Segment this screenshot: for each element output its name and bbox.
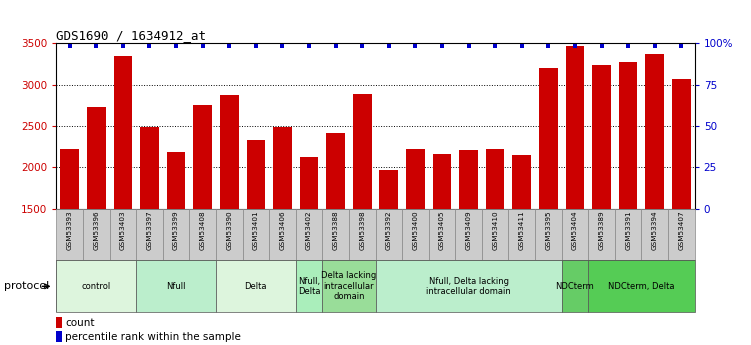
Text: Nfull, Delta lacking
intracellular domain: Nfull, Delta lacking intracellular domai… bbox=[427, 277, 511, 296]
Bar bbox=[593, 66, 611, 333]
Text: GSM53405: GSM53405 bbox=[439, 210, 445, 250]
Text: Delta: Delta bbox=[245, 282, 267, 291]
Text: Nfull,
Delta: Nfull, Delta bbox=[297, 277, 320, 296]
Bar bbox=[220, 95, 239, 333]
Bar bbox=[486, 149, 505, 333]
Bar bbox=[273, 127, 291, 333]
Text: GSM53410: GSM53410 bbox=[492, 210, 498, 250]
Text: GSM53396: GSM53396 bbox=[93, 210, 99, 250]
Text: GSM53402: GSM53402 bbox=[306, 210, 312, 250]
Bar bbox=[189, 209, 216, 260]
Text: GSM53404: GSM53404 bbox=[572, 210, 578, 250]
Bar bbox=[136, 209, 163, 260]
Bar bbox=[326, 132, 345, 333]
Text: GSM53408: GSM53408 bbox=[200, 210, 206, 250]
Bar bbox=[56, 317, 62, 328]
Text: count: count bbox=[65, 318, 95, 328]
Bar bbox=[296, 260, 322, 312]
Text: Delta lacking
intracellular
domain: Delta lacking intracellular domain bbox=[321, 272, 376, 301]
Bar bbox=[455, 209, 482, 260]
Bar bbox=[641, 209, 668, 260]
Bar bbox=[110, 209, 136, 260]
Text: GDS1690 / 1634912_at: GDS1690 / 1634912_at bbox=[56, 29, 207, 42]
Text: GSM53409: GSM53409 bbox=[466, 210, 472, 250]
Bar bbox=[588, 209, 615, 260]
Bar bbox=[619, 62, 638, 333]
Bar bbox=[56, 260, 136, 312]
Bar bbox=[216, 260, 296, 312]
Bar bbox=[433, 154, 451, 333]
Text: GSM53403: GSM53403 bbox=[120, 210, 126, 250]
Bar bbox=[349, 209, 376, 260]
Bar bbox=[512, 155, 531, 333]
Text: NDCterm: NDCterm bbox=[556, 282, 594, 291]
Text: Nfull: Nfull bbox=[166, 282, 185, 291]
Bar bbox=[379, 170, 398, 333]
Text: GSM53400: GSM53400 bbox=[412, 210, 418, 250]
Text: GSM53388: GSM53388 bbox=[333, 210, 339, 250]
Bar bbox=[376, 260, 562, 312]
Bar bbox=[539, 68, 558, 333]
Bar bbox=[56, 209, 83, 260]
Bar bbox=[300, 157, 318, 333]
Bar bbox=[353, 93, 372, 333]
Text: GSM53390: GSM53390 bbox=[226, 210, 232, 250]
Text: GSM53406: GSM53406 bbox=[279, 210, 285, 250]
Bar bbox=[668, 209, 695, 260]
Text: protocol: protocol bbox=[4, 282, 49, 291]
Text: GSM53411: GSM53411 bbox=[519, 210, 525, 250]
Bar bbox=[246, 140, 265, 333]
Bar bbox=[269, 209, 296, 260]
Bar bbox=[566, 46, 584, 333]
Bar bbox=[167, 151, 185, 333]
Text: control: control bbox=[82, 282, 111, 291]
Bar bbox=[140, 127, 158, 333]
Bar bbox=[60, 149, 79, 333]
Bar bbox=[588, 260, 695, 312]
Bar bbox=[429, 209, 455, 260]
Text: GSM53401: GSM53401 bbox=[253, 210, 259, 250]
Bar bbox=[243, 209, 269, 260]
Text: GSM53394: GSM53394 bbox=[652, 210, 658, 250]
Bar bbox=[508, 209, 535, 260]
Bar bbox=[562, 260, 588, 312]
Text: GSM53395: GSM53395 bbox=[545, 210, 551, 250]
Bar bbox=[460, 150, 478, 333]
Bar bbox=[402, 209, 429, 260]
Bar bbox=[296, 209, 322, 260]
Bar bbox=[113, 56, 132, 333]
Text: GSM53399: GSM53399 bbox=[173, 210, 179, 250]
Bar bbox=[83, 209, 110, 260]
Bar bbox=[645, 54, 664, 333]
Bar bbox=[136, 260, 216, 312]
Bar bbox=[322, 260, 376, 312]
Bar bbox=[535, 209, 562, 260]
Text: NDCterm, Delta: NDCterm, Delta bbox=[608, 282, 674, 291]
Bar bbox=[562, 209, 588, 260]
Bar bbox=[672, 79, 691, 333]
Text: GSM53389: GSM53389 bbox=[599, 210, 605, 250]
Bar bbox=[193, 105, 212, 333]
Bar bbox=[56, 331, 62, 342]
Bar bbox=[87, 107, 106, 333]
Text: GSM53392: GSM53392 bbox=[386, 210, 392, 250]
Bar bbox=[163, 209, 189, 260]
Bar bbox=[482, 209, 508, 260]
Text: percentile rank within the sample: percentile rank within the sample bbox=[65, 332, 241, 342]
Bar bbox=[376, 209, 402, 260]
Bar bbox=[322, 209, 349, 260]
Text: GSM53393: GSM53393 bbox=[67, 210, 73, 250]
Text: GSM53397: GSM53397 bbox=[146, 210, 152, 250]
Bar bbox=[216, 209, 243, 260]
Text: GSM53407: GSM53407 bbox=[678, 210, 684, 250]
Text: GSM53391: GSM53391 bbox=[625, 210, 631, 250]
Text: GSM53398: GSM53398 bbox=[359, 210, 365, 250]
Bar bbox=[615, 209, 641, 260]
Bar bbox=[406, 149, 425, 333]
